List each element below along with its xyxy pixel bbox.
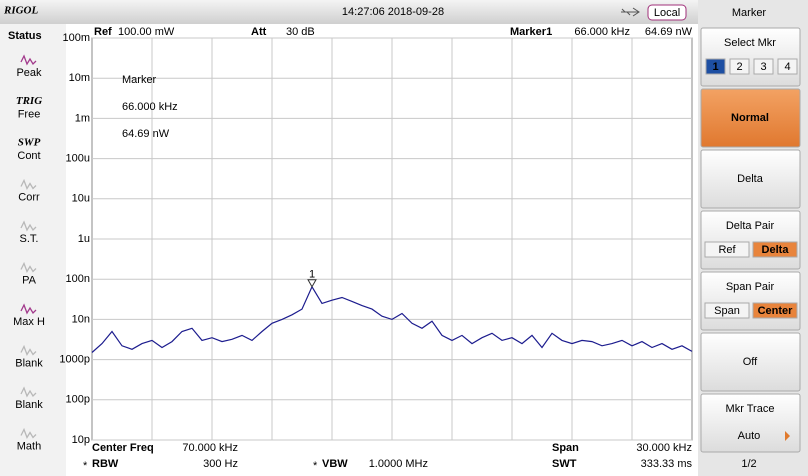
menu-label: Mkr Trace [726,403,775,415]
ref-label: Ref [94,26,112,38]
menu-option-label: 4 [784,61,790,73]
status-label: Max H [13,316,45,328]
info-value: 333.33 ms [641,458,693,470]
menu-label: Normal [731,112,769,124]
status-icon [20,386,37,398]
info-value: 30.000 kHz [636,442,692,454]
menu-option[interactable] [753,58,774,75]
status-icon [20,303,37,315]
menu-option[interactable] [704,241,750,258]
info-value: 70.000 kHz [182,442,238,454]
y-tick-label: 100n [66,273,90,285]
y-tick-label: 100p [66,394,90,406]
status-icon [20,220,37,232]
menu-button[interactable] [700,393,801,453]
menu-option[interactable] [752,241,798,258]
marker-box-text: 66.000 kHz [122,101,178,113]
menu-option-label: Ref [718,244,736,256]
menu-label: Off [743,356,758,368]
status-icon [20,427,37,439]
info-label: VBW [322,458,348,470]
info-label: SWT [552,458,577,470]
y-tick-label: 1m [75,112,90,124]
menu-option[interactable] [705,58,726,75]
info-value: 300 Hz [203,458,238,470]
ref-value: 100.00 mW [118,26,175,38]
menu-button[interactable] [700,27,801,87]
status-label: Blank [15,357,43,369]
att-label: Att [251,26,267,38]
y-tick-label: 1u [78,233,90,245]
menu-option-label: Center [758,305,794,317]
menu-title: Marker [732,7,767,19]
trace [91,285,693,353]
status-label: Math [17,440,41,452]
marker1-label: Marker1 [510,26,552,38]
status-label: Free [18,108,41,120]
menu-value: Auto [738,430,761,442]
menu-label: Delta [737,173,764,185]
y-tick-label: 10m [69,72,90,84]
y-tick-label: 10n [72,313,90,325]
marker-box-text: Marker [122,74,157,86]
mode-badge [647,4,687,21]
marker-point [307,279,317,288]
mode: Local [654,7,680,19]
y-tick-label: 1000p [59,354,90,366]
marker-box-text: 64.69 nW [122,128,170,140]
menu-arrow [785,431,790,441]
status-label: S.T. [20,233,39,245]
menu-button[interactable] [700,149,801,209]
att-value: 30 dB [286,26,315,38]
status-icon [20,344,37,356]
status-tag: TRIG [16,95,42,107]
menu-option[interactable] [729,58,750,75]
status-icon [20,178,37,190]
logo: RIGOL [3,5,39,17]
menu-option-label: Span [714,305,740,317]
menu-option[interactable] [777,58,798,75]
y-tick-label: 10p [72,434,90,446]
menu-option[interactable] [704,302,750,319]
header-bar [0,0,698,24]
status-icon [20,54,37,66]
marker-label: 1 [309,269,315,281]
menu-option-label: 1 [712,61,718,73]
y-tick-label: 10u [72,193,90,205]
menu-label: Delta Pair [726,220,775,232]
usb-icon [621,7,640,17]
status-tag: SWP [18,137,41,149]
y-tick-label: 100u [66,153,90,165]
flag: * [83,460,88,472]
y-tick-label: 100m [62,32,90,44]
status-label: Blank [15,399,43,411]
status-icon [20,261,37,273]
menu-button[interactable] [700,332,801,392]
status-label: Cont [17,150,40,162]
menu-button[interactable] [700,88,801,148]
menu-page: 1/2 [741,458,756,470]
status-label: PA [22,274,37,286]
menu-label: Span Pair [726,281,775,293]
menu-option-label: Delta [762,244,790,256]
info-label: RBW [92,458,119,470]
status-label: Peak [16,67,42,79]
menu-option[interactable] [752,302,798,319]
flag: * [313,460,318,472]
datetime: 14:27:06 2018-09-28 [342,6,444,18]
menu-option-label: 3 [760,61,766,73]
info-label: Center Freq [92,442,154,454]
status-label: Corr [18,191,40,203]
info-label: Span [552,442,579,454]
marker1-freq: 66.000 kHz [574,26,630,38]
menu-option-label: 2 [736,61,742,73]
menu-label: Select Mkr [724,37,776,49]
info-value: 1.0000 MHz [369,458,428,470]
status-title: Status [8,30,42,42]
marker1-power: 64.69 nW [645,26,693,38]
